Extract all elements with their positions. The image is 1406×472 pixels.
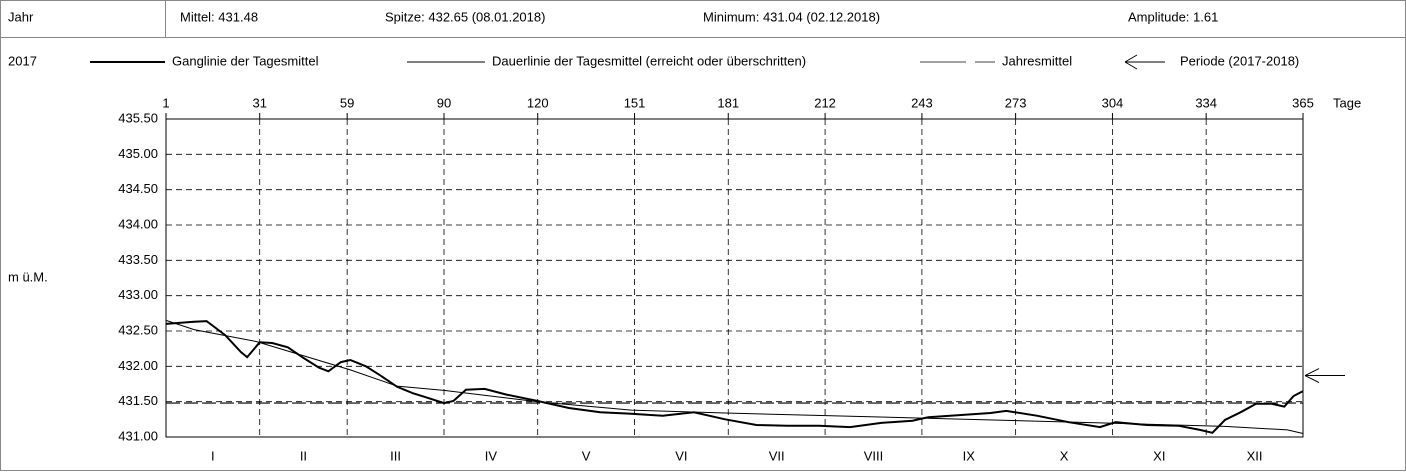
y-tick-label: 433.00 [118, 287, 158, 302]
month-label: IX [963, 448, 976, 463]
x-tick-label: 365 [1292, 95, 1314, 110]
header-peak: Spitze: 432.65 (08.01.2018) [385, 9, 545, 24]
month-label: VIII [864, 448, 884, 463]
x-tick-label: 273 [1005, 95, 1027, 110]
month-label: VII [769, 448, 785, 463]
x-tick-label: 304 [1102, 95, 1124, 110]
y-tick-label: 432.00 [118, 358, 158, 373]
year: 2017 [8, 53, 37, 68]
legend-label: Ganglinie der Tagesmittel [172, 53, 319, 68]
header-mean: Mittel: 431.48 [180, 9, 258, 24]
legend-label: Dauerlinie der Tagesmittel (erreicht ode… [492, 53, 806, 68]
month-label: XII [1247, 448, 1263, 463]
header-minimum: Minimum: 431.04 (02.12.2018) [703, 9, 880, 24]
month-label: III [390, 448, 401, 463]
x-tick-label: 59 [340, 95, 354, 110]
legend-label: Periode (2017-2018) [1180, 53, 1299, 68]
header-label: Jahr [8, 9, 34, 24]
series-line [165, 319, 1304, 434]
legend-arrow [1124, 54, 1165, 70]
y-axis-label: m ü.M. [8, 269, 48, 284]
y-tick-label: 431.00 [118, 428, 158, 443]
month-label: IV [485, 448, 498, 463]
x-tick-label: 31 [252, 95, 266, 110]
x-tick-label: 120 [527, 95, 549, 110]
y-tick-label: 433.50 [118, 252, 158, 267]
month-label: VI [675, 448, 687, 463]
plot-frame [165, 118, 1304, 438]
y-tick-label: 432.50 [118, 322, 158, 337]
y-tick-label: 435.50 [118, 110, 158, 125]
series-line [165, 320, 1304, 434]
x-tick-label: 243 [911, 95, 933, 110]
x-tick-label: 90 [437, 95, 451, 110]
x-axis-label: Tage [1333, 95, 1361, 110]
y-tick-label: 431.50 [118, 393, 158, 408]
header-amplitude: Amplitude: 1.61 [1128, 9, 1218, 24]
x-tick-label: 151 [624, 95, 646, 110]
x-tick-label: 212 [814, 95, 836, 110]
period-arrow [1304, 368, 1345, 383]
x-tick-label: 181 [717, 95, 739, 110]
month-label: X [1060, 448, 1069, 463]
x-tick-label: 1 [162, 95, 169, 110]
month-label: II [300, 448, 307, 463]
month-label: XI [1153, 448, 1165, 463]
y-tick-label: 434.00 [118, 216, 158, 231]
month-label: V [582, 448, 591, 463]
x-tick-label: 334 [1195, 95, 1217, 110]
month-label: I [211, 448, 215, 463]
legend-label: Jahresmittel [1002, 53, 1072, 68]
y-tick-label: 434.50 [118, 181, 158, 196]
y-tick-label: 435.00 [118, 146, 158, 161]
